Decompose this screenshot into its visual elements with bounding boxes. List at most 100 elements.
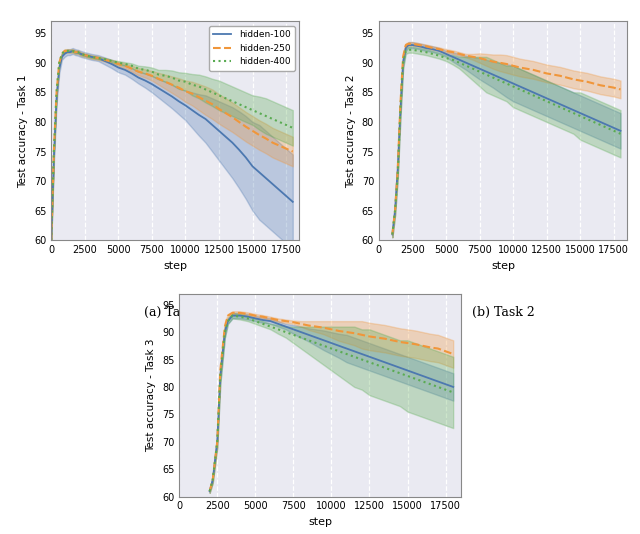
hidden-400	[523, 89, 531, 96]
hidden-100	[502, 77, 510, 84]
hidden-400	[269, 116, 276, 122]
X-axis label: step: step	[308, 517, 332, 527]
hidden-250	[259, 313, 267, 320]
hidden-250	[590, 80, 598, 87]
hidden-400	[148, 68, 156, 75]
hidden-400	[202, 86, 209, 92]
hidden-100	[365, 354, 373, 360]
hidden-400	[81, 52, 88, 58]
hidden-400	[222, 95, 230, 101]
hidden-100	[426, 375, 434, 382]
hidden-250	[391, 208, 399, 214]
hidden-400	[66, 48, 74, 54]
hidden-250	[462, 52, 470, 59]
hidden-100	[128, 70, 136, 77]
hidden-250	[543, 70, 550, 77]
hidden-250	[550, 72, 557, 78]
hidden-400	[58, 51, 66, 57]
hidden-100	[56, 66, 63, 72]
hidden-250	[312, 324, 320, 330]
hidden-250	[397, 101, 404, 107]
hidden-250	[77, 51, 84, 57]
hidden-100	[543, 95, 550, 101]
hidden-400	[312, 340, 320, 346]
hidden-100	[394, 166, 401, 172]
hidden-100	[404, 367, 412, 374]
hidden-100	[388, 362, 396, 368]
hidden-100	[249, 163, 257, 169]
hidden-400	[50, 148, 58, 155]
hidden-100	[434, 378, 442, 384]
hidden-400	[275, 119, 283, 125]
hidden-250	[305, 323, 312, 329]
hidden-100	[404, 42, 412, 48]
hidden-100	[94, 55, 102, 61]
hidden-100	[412, 370, 419, 376]
hidden-100	[242, 154, 250, 161]
hidden-100	[536, 92, 544, 99]
hidden-100	[275, 320, 282, 327]
hidden-400	[391, 208, 399, 214]
hidden-400	[297, 334, 305, 341]
Line: hidden-100: hidden-100	[210, 316, 453, 491]
hidden-250	[52, 89, 60, 96]
hidden-250	[236, 310, 244, 316]
hidden-400	[141, 67, 149, 73]
hidden-400	[529, 92, 537, 99]
hidden-400	[267, 324, 275, 330]
hidden-100	[388, 231, 396, 238]
hidden-400	[56, 60, 63, 66]
hidden-100	[175, 98, 182, 105]
hidden-100	[101, 58, 109, 64]
hidden-100	[449, 384, 457, 390]
hidden-250	[388, 231, 396, 238]
hidden-250	[343, 329, 351, 335]
hidden-250	[115, 61, 122, 67]
hidden-250	[404, 340, 412, 346]
hidden-400	[563, 107, 571, 113]
hidden-250	[415, 42, 423, 48]
hidden-400	[442, 55, 450, 61]
hidden-400	[388, 231, 396, 238]
hidden-400	[72, 49, 79, 56]
hidden-250	[483, 57, 490, 63]
hidden-100	[335, 343, 343, 349]
hidden-100	[328, 340, 335, 346]
hidden-400	[228, 98, 236, 105]
hidden-400	[282, 122, 290, 128]
hidden-400	[244, 315, 252, 321]
hidden-400	[543, 98, 550, 105]
hidden-400	[335, 348, 343, 355]
hidden-400	[476, 68, 483, 75]
hidden-400	[52, 89, 60, 96]
hidden-100	[570, 107, 577, 113]
hidden-250	[563, 74, 571, 81]
hidden-100	[72, 49, 79, 56]
hidden-100	[596, 119, 604, 125]
hidden-100	[222, 134, 230, 140]
hidden-250	[50, 148, 58, 155]
hidden-100	[402, 45, 410, 51]
hidden-100	[69, 48, 77, 54]
hidden-400	[242, 104, 250, 111]
Y-axis label: Test accuracy - Task 2: Test accuracy - Task 2	[346, 74, 356, 187]
hidden-250	[289, 319, 297, 325]
hidden-100	[476, 66, 483, 72]
hidden-250	[209, 477, 216, 483]
hidden-250	[449, 351, 457, 357]
hidden-100	[88, 53, 95, 60]
hidden-250	[282, 145, 290, 152]
hidden-250	[456, 51, 463, 57]
hidden-250	[255, 132, 263, 138]
hidden-250	[216, 367, 224, 374]
hidden-400	[365, 359, 373, 365]
hidden-400	[74, 49, 82, 56]
hidden-400	[209, 89, 216, 96]
hidden-250	[275, 143, 283, 149]
hidden-100	[267, 318, 275, 324]
hidden-250	[502, 61, 510, 67]
hidden-400	[236, 101, 243, 107]
hidden-400	[63, 48, 71, 54]
hidden-250	[388, 337, 396, 343]
hidden-400	[155, 72, 163, 78]
